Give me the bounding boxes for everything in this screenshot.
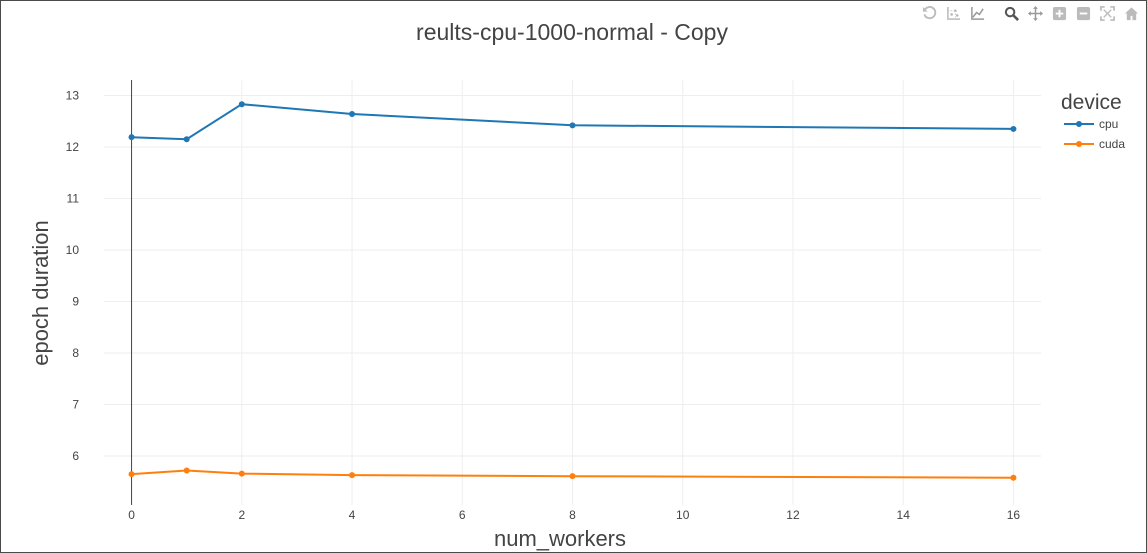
x-tick-label: 6 (459, 508, 466, 522)
chart-title: reults-cpu-1000-normal - Copy (416, 19, 728, 45)
legend-title: device (1061, 91, 1122, 114)
y-axis-title: epoch duration (28, 220, 53, 366)
data-point-cuda[interactable] (238, 470, 245, 477)
x-tick-label: 2 (238, 508, 245, 522)
y-axis-ticks: 6 7 8 9 10 11 12 13 (66, 88, 80, 463)
x-axis-ticks: 0 2 4 6 8 10 12 14 16 (128, 508, 1020, 522)
home-icon[interactable] (1121, 4, 1141, 22)
legend-swatch-marker (1076, 141, 1082, 147)
data-point-cpu[interactable] (569, 122, 576, 129)
data-point-cuda[interactable] (183, 467, 190, 474)
zoom-out-icon[interactable] (1073, 4, 1093, 22)
zoom-icon[interactable] (1001, 4, 1021, 22)
line-spikes-icon[interactable] (967, 4, 987, 22)
series-cuda (128, 467, 1017, 481)
x-tick-label: 8 (569, 508, 576, 522)
legend-label: cpu (1099, 117, 1118, 131)
zoom-in-icon[interactable] (1049, 4, 1069, 22)
data-point-cpu[interactable] (238, 101, 245, 108)
data-point-cpu[interactable] (128, 134, 135, 141)
x-tick-label: 0 (128, 508, 135, 522)
data-point-cuda[interactable] (1010, 474, 1017, 481)
series-line-cpu (131, 103, 1014, 141)
legend-item-cpu[interactable]: cpu (1064, 117, 1118, 131)
data-point-cuda[interactable] (569, 473, 576, 480)
data-point-cuda[interactable] (128, 471, 135, 478)
y-tick-label: 8 (72, 346, 79, 360)
x-tick-label: 12 (786, 508, 800, 522)
y-tick-label: 10 (66, 243, 80, 257)
x-tick-label: 4 (349, 508, 356, 522)
legend-label: cuda (1099, 137, 1125, 151)
legend-item-cuda[interactable]: cuda (1064, 137, 1125, 151)
data-point-cpu[interactable] (183, 136, 190, 143)
data-point-cuda[interactable] (349, 472, 356, 479)
pan-icon[interactable] (1025, 4, 1045, 22)
x-tick-label: 10 (676, 508, 690, 522)
y-tick-label: 12 (66, 140, 80, 154)
y-tick-label: 13 (66, 88, 80, 102)
data-point-cpu[interactable] (349, 111, 356, 117)
legend[interactable]: device cpu cuda (1061, 91, 1125, 151)
grid (104, 80, 1041, 505)
series-cpu (128, 101, 1017, 143)
series-group (128, 101, 1017, 481)
y-tick-label: 9 (72, 295, 79, 309)
legend-swatch-marker (1076, 121, 1082, 127)
data-point-cpu[interactable] (1010, 125, 1017, 132)
y-tick-label: 11 (67, 191, 80, 205)
series-line-cuda (131, 469, 1014, 479)
modebar (919, 4, 1141, 22)
x-tick-label: 14 (897, 508, 911, 522)
scatter-spikes-icon[interactable] (943, 4, 963, 22)
x-tick-label: 16 (1007, 508, 1021, 522)
autoscale-icon[interactable] (1097, 4, 1117, 22)
y-tick-label: 6 (72, 449, 79, 463)
reset-axes-icon[interactable] (919, 4, 939, 22)
y-tick-label: 7 (72, 398, 79, 412)
x-axis-title: num_workers (494, 526, 626, 551)
